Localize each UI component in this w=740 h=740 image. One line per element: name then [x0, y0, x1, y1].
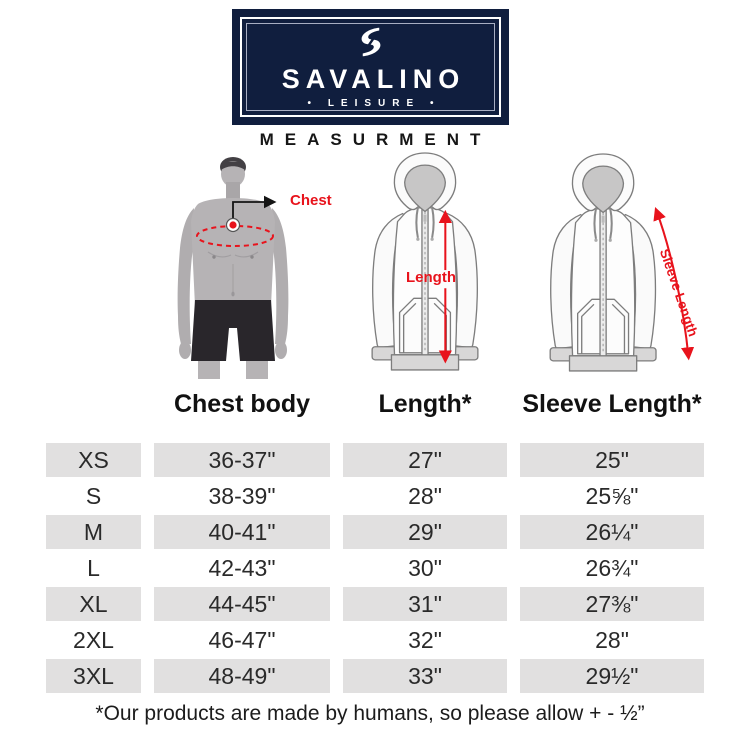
chest-cell: 42-43" — [208, 554, 276, 581]
size-table-body: XS 36-37" 27" 25" S 38-39" 28" 25⅝" M 40… — [46, 443, 704, 693]
table-row: 3XL 48-49" 33" 29½" — [46, 659, 704, 693]
male-torso-illustration — [177, 157, 289, 379]
size-table: Chest body Length* Sleeve Length* XS 36-… — [46, 390, 704, 695]
section-title: MEASURMENT — [259, 130, 492, 149]
chest-cell: 40-41" — [154, 515, 330, 549]
brand-logo-box: SAVALINO • LEISURE • — [232, 9, 509, 125]
table-header-row: Chest body Length* Sleeve Length* — [46, 390, 704, 419]
size-cell: 3XL — [46, 659, 141, 693]
chest-cell: 44-45" — [154, 587, 330, 621]
chest-cell: 36-37" — [154, 443, 330, 477]
footnote: *Our products are made by humans, so ple… — [95, 702, 645, 725]
chest-label: Chest — [290, 192, 332, 209]
size-cell: XS — [46, 443, 141, 477]
size-cell: L — [87, 554, 100, 581]
length-label: Length — [406, 269, 456, 286]
header-size-spacer — [46, 390, 141, 419]
table-row: XL 44-45" 31" 27⅜" — [46, 587, 704, 621]
hoodie-length-illustration — [371, 152, 479, 371]
table-row: XS 36-37" 27" 25" — [46, 443, 704, 477]
size-cell: M — [46, 515, 141, 549]
chest-marker-dot — [229, 221, 237, 229]
sleeve-cell: 28" — [595, 626, 629, 653]
header-length: Length* — [378, 390, 472, 418]
sleeve-cell: 25" — [520, 443, 704, 477]
length-cell: 28" — [408, 482, 442, 509]
brand-tagline: • LEISURE • — [307, 98, 441, 109]
brand-name: SAVALINO — [281, 64, 466, 94]
hoodie-sleeve-illustration — [549, 153, 695, 372]
table-row: L 42-43" 30" 26¾" — [46, 551, 704, 585]
length-cell: 31" — [343, 587, 507, 621]
header-chest-body: Chest body — [173, 390, 311, 418]
chest-cell: 46-47" — [208, 626, 276, 653]
length-cell: 33" — [343, 659, 507, 693]
table-row: 2XL 46-47" 32" 28" — [46, 623, 704, 657]
length-cell: 29" — [343, 515, 507, 549]
sleeve-cell: 29½" — [520, 659, 704, 693]
header-sleeve-length: Sleeve Length* — [522, 390, 702, 418]
s-monogram-icon — [361, 27, 380, 57]
chest-cell: 48-49" — [154, 659, 330, 693]
sleeve-cell: 25⅝" — [585, 482, 639, 509]
sleeve-length-arrow — [653, 207, 695, 361]
table-row: M 40-41" 29" 26¼" — [46, 515, 704, 549]
size-cell: S — [85, 482, 102, 509]
length-cell: 32" — [408, 626, 442, 653]
length-cell: 27" — [343, 443, 507, 477]
chest-measure-ellipse — [196, 225, 274, 247]
size-cell: XL — [46, 587, 141, 621]
size-cell: 2XL — [73, 626, 114, 653]
sleeve-cell: 26¼" — [520, 515, 704, 549]
chest-pointer-line — [232, 195, 277, 223]
chest-cell: 38-39" — [208, 482, 276, 509]
length-cell: 30" — [408, 554, 442, 581]
sleeve-cell: 27⅜" — [520, 587, 704, 621]
sleeve-cell: 26¾" — [585, 554, 639, 581]
table-row: S 38-39" 28" 25⅝" — [46, 479, 704, 513]
